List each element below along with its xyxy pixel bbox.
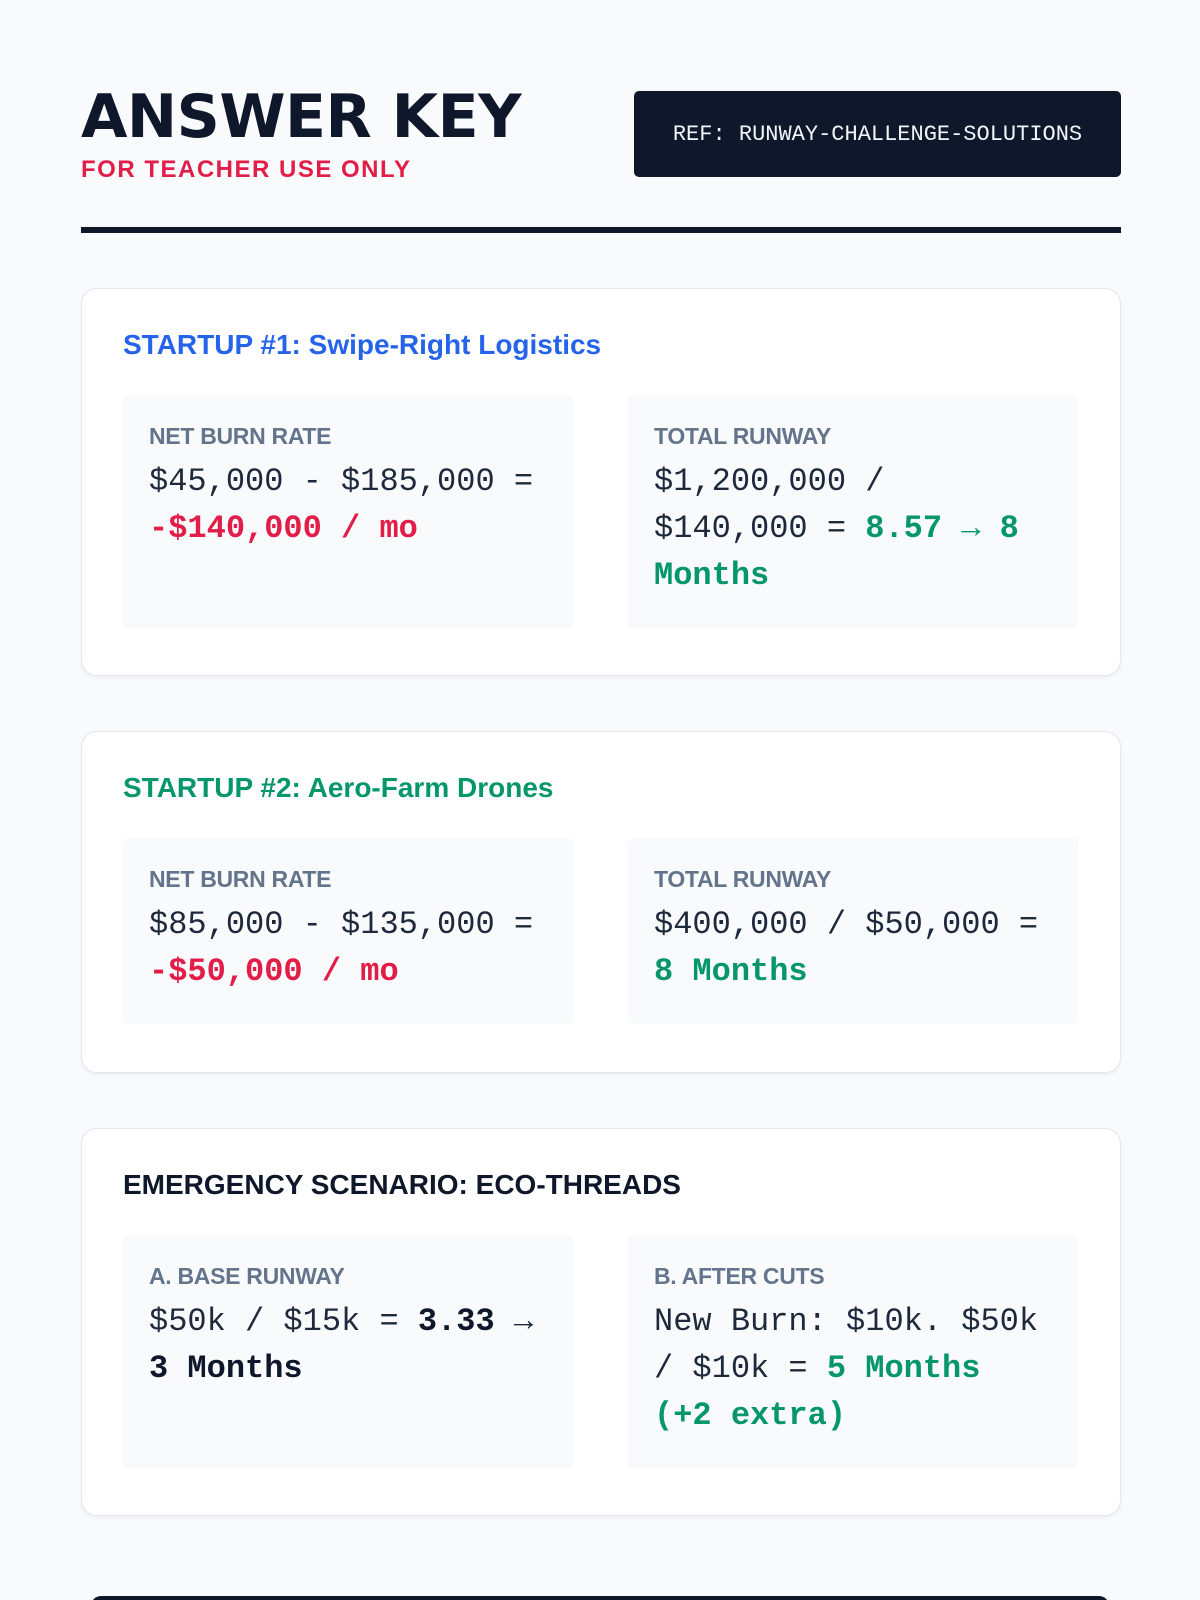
startup-1-card: STARTUP #1: Swipe-Right Logistics NET BU… xyxy=(81,288,1121,676)
startup-2-card: STARTUP #2: Aero-Farm Drones NET BURN RA… xyxy=(81,731,1121,1073)
calculation: $50k / $15k = 3.33 → 3 Months xyxy=(149,1298,548,1392)
box-label: B. AFTER CUTS xyxy=(654,1263,825,1289)
box-label: A. BASE RUNWAY xyxy=(149,1263,345,1289)
calc-text: $1,200,000 / $140,000 = xyxy=(654,463,885,547)
calc-text: $50k / $15k = xyxy=(149,1303,418,1340)
reference-badge: REF: RUNWAY-CHALLENGE-SOLUTIONS xyxy=(634,91,1121,177)
calc-result: 5 Months (+2 extra) xyxy=(654,1350,981,1434)
calculation: $1,200,000 / $140,000 = 8.57 → 8 Months xyxy=(654,458,1053,599)
card-title: STARTUP #1: Swipe-Right Logistics xyxy=(123,329,602,360)
answer-key-page: ANSWER KEY FOR TEACHER USE ONLY REF: RUN… xyxy=(81,0,1121,1516)
net-burn-box: NET BURN RATE $85,000 - $135,000 = -$50,… xyxy=(123,838,574,1024)
calc-result: 3.33 xyxy=(417,1303,495,1340)
box-label: NET BURN RATE xyxy=(149,423,332,449)
calc-result: -$140,000 / mo xyxy=(149,510,418,547)
calc-result: 8 Months xyxy=(654,953,808,990)
after-cuts-box: B. AFTER CUTS New Burn: $10k. $50k / $10… xyxy=(628,1235,1079,1468)
calc-result: -$50,000 / mo xyxy=(149,953,399,990)
calc-arrow: → xyxy=(494,1303,534,1340)
page-title: ANSWER KEY xyxy=(81,82,522,152)
card-title: EMERGENCY SCENARIO: ECO-THREADS xyxy=(123,1169,681,1200)
base-runway-box: A. BASE RUNWAY $50k / $15k = 3.33 → 3 Mo… xyxy=(123,1235,574,1468)
box-label: NET BURN RATE xyxy=(149,866,332,892)
calc-text: $400,000 / $50,000 = xyxy=(654,906,1039,943)
calc-text: New Burn: $10k. $50k / $10k = xyxy=(654,1303,1039,1387)
calc-text: $85,000 - $135,000 = xyxy=(149,906,534,943)
card-title: STARTUP #2: Aero-Farm Drones xyxy=(123,772,554,803)
page-subtitle: FOR TEACHER USE ONLY xyxy=(81,156,412,183)
calculation: $85,000 - $135,000 = -$50,000 / mo xyxy=(149,901,548,995)
total-runway-box: TOTAL RUNWAY $400,000 / $50,000 = 8 Mont… xyxy=(628,838,1079,1024)
box-label: TOTAL RUNWAY xyxy=(654,423,832,449)
calculation: $400,000 / $50,000 = 8 Months xyxy=(654,901,1053,995)
total-runway-box: TOTAL RUNWAY $1,200,000 / $140,000 = 8.5… xyxy=(628,395,1079,628)
calc-result: 8.57 → 8 Months xyxy=(654,510,1019,594)
header: ANSWER KEY FOR TEACHER USE ONLY REF: RUN… xyxy=(81,0,1121,236)
divider xyxy=(81,227,1121,233)
calculation: New Burn: $10k. $50k / $10k = 5 Months (… xyxy=(654,1298,1053,1439)
box-label: TOTAL RUNWAY xyxy=(654,866,832,892)
calc-result-rounded: 3 Months xyxy=(149,1350,303,1387)
calc-text: $45,000 - $185,000 = xyxy=(149,463,534,500)
net-burn-box: NET BURN RATE $45,000 - $185,000 = -$140… xyxy=(123,395,574,628)
footer-bar xyxy=(91,1596,1109,1600)
calculation: $45,000 - $185,000 = -$140,000 / mo xyxy=(149,458,548,552)
emergency-scenario-card: EMERGENCY SCENARIO: ECO-THREADS A. BASE … xyxy=(81,1128,1121,1516)
